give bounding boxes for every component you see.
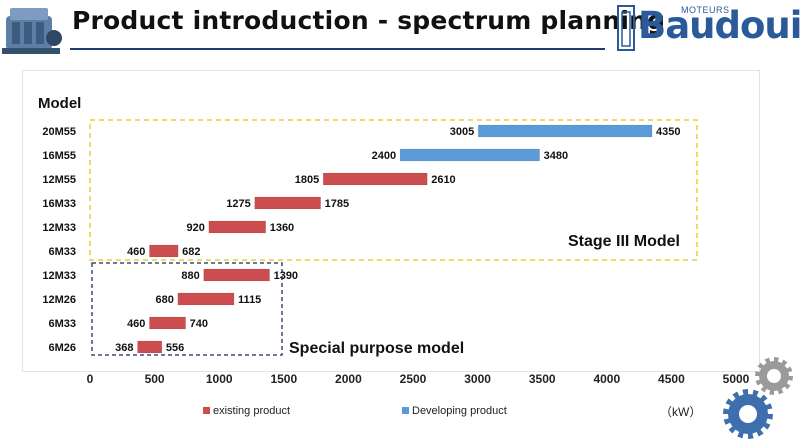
x-tick-label: 4500	[658, 372, 685, 386]
x-tick-label: 2000	[335, 372, 362, 386]
y-axis-title: Model	[38, 95, 81, 112]
y-category-label: 6M26	[48, 342, 76, 354]
x-tick-label: 1000	[206, 372, 233, 386]
bar-end-label: 1390	[274, 270, 298, 282]
special-label: Special purpose model	[289, 340, 464, 357]
bar-end-label: 1115	[238, 294, 261, 306]
x-tick-label: 4000	[593, 372, 620, 386]
title-rule	[70, 48, 605, 50]
bar-start-label: 1275	[226, 198, 250, 210]
y-axis-categories: 20M55 16M55 12M55 16M33 12M33 6M33 12M33 12M26 6…	[42, 126, 76, 354]
bar	[177, 292, 235, 306]
stage3-box	[89, 119, 698, 261]
logo-wordmark: Baudouin	[638, 4, 800, 47]
x-axis: 0 500 1000 1500 2000 2500 3000 3500 4000 4500 5000	[87, 372, 750, 386]
y-category-label: 16M55	[42, 150, 76, 162]
x-axis-unit: （kW）	[660, 405, 701, 419]
legend: existing product Developing product	[203, 405, 507, 417]
x-tick-label: 5000	[723, 372, 750, 386]
bar	[149, 316, 186, 330]
bar	[137, 340, 163, 354]
x-tick-label: 500	[145, 372, 165, 386]
blue-gear-icon	[723, 389, 773, 439]
bar-start-label: 880	[181, 270, 199, 282]
header	[0, 0, 800, 56]
y-category-label: 12M33	[42, 270, 76, 282]
engine-image	[2, 8, 62, 54]
x-tick-label: 0	[87, 372, 94, 386]
bar-end-label: 4350	[656, 126, 680, 138]
bar-start-label: 680	[155, 294, 173, 306]
grey-gear-icon	[755, 357, 793, 395]
x-tick-label: 3000	[464, 372, 491, 386]
bar-start-label: 368	[115, 342, 133, 354]
bar-end-label: 740	[190, 318, 208, 330]
baudouin-logo	[617, 5, 635, 51]
y-category-label: 6M33	[48, 318, 76, 330]
legend-label: existing product	[213, 405, 290, 417]
bars: 3005 4350 2400 3480 1805 2610 1275 1785 920 1360 4…	[115, 124, 681, 354]
gear-hole	[767, 369, 781, 383]
stage3-group: Stage III Model	[89, 119, 698, 261]
bar-end-label: 556	[166, 342, 184, 354]
bar-start-label: 2400	[372, 150, 396, 162]
bar-start-label: 1805	[295, 174, 319, 186]
bar	[208, 220, 266, 234]
x-tick-label: 2500	[400, 372, 427, 386]
gear-hole	[739, 405, 757, 423]
bar	[203, 268, 270, 282]
bar-start-label: 920	[187, 222, 205, 234]
bar-end-label: 1360	[270, 222, 294, 234]
special-box	[91, 262, 283, 356]
bar-start-label: 3005	[450, 126, 474, 138]
plot-frame	[22, 70, 760, 372]
y-category-label: 16M33	[42, 198, 76, 210]
page-title: Product introduction - spectrum planning	[72, 6, 666, 35]
legend-label: Developing product	[412, 405, 507, 417]
y-category-label: 12M33	[42, 222, 76, 234]
bar-end-label: 682	[182, 246, 200, 258]
bar-end-label: 2610	[431, 174, 455, 186]
stage3-label: Stage III Model	[568, 233, 680, 250]
x-tick-label: 3500	[529, 372, 556, 386]
y-category-label: 12M26	[42, 294, 76, 306]
logo-subtext: MOTEURS	[681, 5, 730, 15]
bar	[322, 172, 428, 186]
legend-swatch	[402, 407, 409, 414]
bar-start-label: 460	[127, 318, 145, 330]
y-category-label: 20M55	[42, 126, 76, 138]
bar	[254, 196, 321, 210]
bar	[149, 244, 179, 258]
special-group: Special purpose model	[91, 262, 464, 357]
bar	[477, 124, 653, 138]
y-category-label: 6M33	[48, 246, 76, 258]
bar-end-label: 1785	[325, 198, 349, 210]
bar	[399, 148, 540, 162]
legend-swatch	[203, 407, 210, 414]
bar-end-label: 3480	[544, 150, 568, 162]
x-tick-label: 1500	[270, 372, 297, 386]
y-category-label: 12M55	[42, 174, 76, 186]
bar-start-label: 460	[127, 246, 145, 258]
